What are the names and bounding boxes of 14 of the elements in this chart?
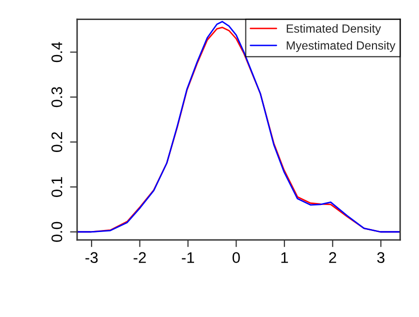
x-tick-label: 2 xyxy=(329,252,336,263)
y-tick-label: 0.1 xyxy=(51,177,62,197)
x-tick-label: 3 xyxy=(377,252,384,263)
x-tick-label: -2 xyxy=(134,252,146,263)
y-tick-label: 0.4 xyxy=(51,42,62,62)
x-tick-label: -1 xyxy=(182,252,194,263)
y-tick-label: 0.0 xyxy=(51,222,62,242)
y-tick-label: 0.3 xyxy=(51,87,62,108)
x-tick-label: 0 xyxy=(232,252,240,263)
x-tick-label: -3 xyxy=(85,252,98,263)
legend-label: Estimated Density xyxy=(286,24,381,36)
x-tick-label: 1 xyxy=(281,252,288,263)
y-tick-label: 0.2 xyxy=(51,132,62,152)
legend-label: Myestimated Density xyxy=(286,40,396,52)
